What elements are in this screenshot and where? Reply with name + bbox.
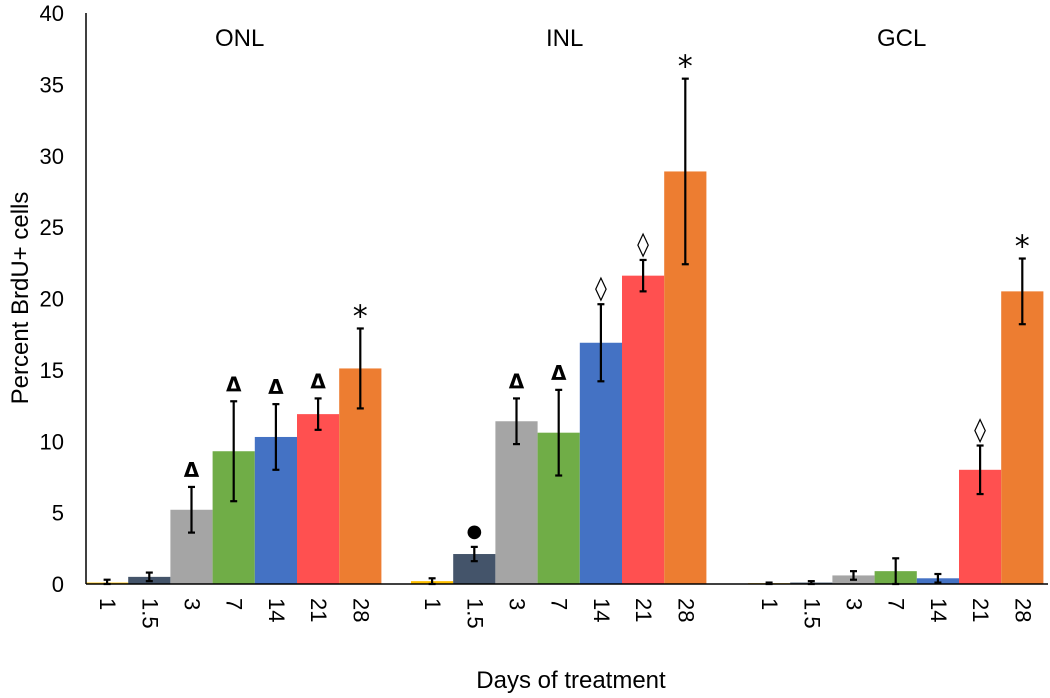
- x-tick-label: 3: [180, 598, 205, 610]
- error-bar: [934, 572, 942, 584]
- x-tick-label: 28: [673, 598, 698, 622]
- error-bar: [145, 571, 153, 583]
- significance-marker: *: [353, 299, 368, 334]
- significance-marker: ◊: [974, 416, 986, 444]
- error-bar: [470, 545, 478, 563]
- y-tick-label: 25: [40, 215, 64, 240]
- bar: [622, 275, 665, 584]
- y-tick-label: 20: [40, 287, 64, 312]
- error-bar: [356, 327, 364, 410]
- error-bar: [597, 303, 605, 383]
- significance-marker: Δ: [268, 375, 284, 399]
- x-tick-label: 1: [757, 598, 782, 610]
- panel-label: ONL: [215, 25, 264, 52]
- x-tick-label: 1: [420, 598, 445, 610]
- bar: [1001, 291, 1044, 584]
- y-tick-labels: 0 5 10 15 20 25 30 35 40: [40, 1, 64, 597]
- error-bar: [1018, 257, 1026, 326]
- error-bars-layer: [103, 77, 1026, 586]
- x-tick-label: 14: [264, 598, 289, 622]
- x-tick-label: 14: [926, 598, 951, 622]
- y-tick-label: 35: [40, 72, 64, 97]
- x-tick-label: 1.5: [799, 598, 824, 629]
- error-bar: [850, 570, 857, 581]
- bar: [579, 342, 622, 584]
- error-bar: [188, 485, 195, 534]
- significance-marker: ◊: [595, 274, 607, 302]
- error-bar: [681, 77, 689, 266]
- x-tick-label: 1.5: [462, 598, 487, 629]
- significance-marker: Δ: [551, 361, 567, 385]
- x-tick-label: 14: [589, 598, 614, 622]
- x-tick-label: 7: [547, 598, 572, 610]
- x-tick-label: 28: [1010, 598, 1035, 622]
- x-tick-label: 3: [842, 598, 867, 610]
- y-tick-label: 5: [52, 501, 64, 526]
- x-tick-label: 21: [631, 598, 656, 622]
- x-tick-label: 21: [306, 598, 331, 622]
- x-tick-label: 3: [505, 598, 530, 610]
- x-tick-label: 7: [222, 598, 247, 610]
- x-tick-label: 1: [95, 598, 120, 610]
- significance-marker: ◊: [637, 230, 649, 258]
- error-bar: [555, 388, 563, 477]
- error-bar: [513, 397, 520, 446]
- significance-marker: *: [1015, 230, 1030, 265]
- significance-marker: Δ: [184, 458, 200, 482]
- significance-marker: Δ: [310, 369, 326, 393]
- panel-labels: ONL INL GCL: [215, 25, 926, 52]
- error-bar: [976, 444, 984, 496]
- x-tick-label: 7: [884, 598, 909, 610]
- significance-marker: Δ: [226, 372, 242, 396]
- bar: [495, 421, 538, 584]
- error-bar: [230, 400, 238, 503]
- y-tick-label: 30: [40, 144, 64, 169]
- x-tick-labels: 1 1.5 3 7 14 21 28 1 1.5 3 7 14 21 28 1 1.5 3 7 14 21 28: [95, 598, 1035, 629]
- significance-marker: Δ: [509, 369, 525, 393]
- y-tick-label: 0: [52, 572, 64, 597]
- significance-annotations: Δ Δ Δ Δ * ● Δ Δ ◊ ◊ * ◊ *: [184, 50, 1030, 542]
- y-axis-title: Percent BrdU+ cells: [7, 192, 34, 405]
- significance-marker: *: [678, 50, 693, 85]
- error-bar: [314, 397, 322, 431]
- x-tick-label: 1.5: [137, 598, 162, 629]
- y-tick-label: 40: [40, 1, 64, 26]
- significance-marker: ●: [466, 521, 482, 542]
- x-axis-title: Days of treatment: [476, 667, 666, 694]
- panel-label: GCL: [877, 25, 926, 52]
- bar: [297, 414, 340, 584]
- x-tick-label: 21: [968, 598, 993, 622]
- y-tick-label: 10: [40, 429, 64, 454]
- error-bar: [272, 403, 280, 471]
- panel-label: INL: [546, 25, 583, 52]
- y-tick-label: 15: [40, 358, 64, 383]
- error-bar: [639, 258, 647, 293]
- x-tick-label: 28: [348, 598, 373, 622]
